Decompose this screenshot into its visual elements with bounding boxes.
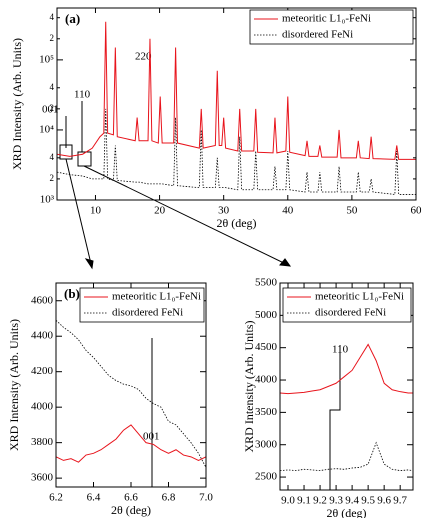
y-tick-label: 10³ [40, 194, 55, 206]
y-tick-label: 10⁴ [39, 123, 54, 135]
y-tick-label: 4400 [31, 330, 54, 342]
annotation: 110 [74, 89, 91, 101]
y-tick-label: 4 [50, 152, 55, 162]
y-tick-label: 4600 [31, 294, 54, 306]
x-tick-label: 9.7 [393, 495, 407, 507]
series-line [56, 319, 206, 468]
legend-label: meteoritic L1₀-FeNi [282, 13, 371, 25]
legend-label: meteoritic L1₀-FeNi [315, 291, 404, 303]
annotation: 001 [143, 431, 160, 443]
x-axis-label: 2θ (deg) [216, 216, 256, 230]
x-tick-label: 6.8 [162, 492, 176, 504]
y-tick-label: 2 [50, 103, 55, 113]
x-tick-label: 30 [218, 205, 230, 217]
legend-label: disordered FeNi [282, 29, 353, 41]
y-tick-label: 4 [50, 12, 55, 22]
x-tick-label: 9.6 [377, 495, 391, 507]
series-line [56, 424, 206, 463]
x-tick-label: 10 [90, 205, 102, 217]
x-tick-label: 40 [282, 205, 294, 217]
x-tick-label: 6.6 [124, 492, 138, 504]
y-tick-label: 4 [50, 82, 55, 92]
x-axis-label: 2θ (deg) [326, 506, 366, 518]
x-tick-label: 20 [154, 205, 166, 217]
panel-label: (a) [65, 11, 80, 26]
series-line [57, 21, 416, 160]
plot-frame [56, 7, 417, 201]
y-tick-label: 4200 [31, 365, 54, 377]
x-tick-label: 60 [411, 205, 423, 217]
annotation: 220 [135, 51, 152, 63]
y-axis-label: XRD Intensity (Arb. Units) [7, 319, 21, 451]
y-tick-label: 4000 [255, 374, 278, 386]
x-tick-label: 9.2 [313, 495, 327, 507]
y-tick-label: 10⁵ [39, 53, 54, 65]
y-tick-label: 5500 [255, 277, 278, 289]
annotation: 001 [42, 104, 59, 116]
legend-label: disordered FeNi [315, 307, 386, 319]
y-tick-label: 4000 [31, 401, 54, 413]
y-axis-label: XRD Intensity (Arb. Units) [242, 321, 256, 453]
y-tick-label: 4500 [255, 341, 278, 353]
y-tick-label: 3500 [255, 406, 278, 418]
zoom-boxes [59, 144, 292, 270]
y-axis-label: XRD Intensity (Arb. Units) [10, 38, 24, 170]
x-tick-label: 9.0 [281, 495, 295, 507]
legend-box [249, 9, 414, 45]
y-tick-label: 3000 [255, 438, 278, 450]
panel-label: (b) [64, 286, 80, 301]
x-tick-label: 50 [346, 205, 358, 217]
x-tick-label: 9.3 [329, 495, 343, 507]
annotations: 001 110 220 001 110 [42, 51, 349, 490]
legend-label: meteoritic L1₀-FeNi [112, 291, 201, 303]
x-tick-label: 9.5 [361, 495, 375, 507]
legend-box [79, 287, 205, 323]
y-tick-label: 3600 [31, 472, 54, 484]
x-tick-label: 9.4 [345, 495, 359, 507]
legend-box [282, 287, 412, 323]
y-tick-label: 5000 [255, 309, 278, 321]
series-line [280, 343, 413, 395]
series-line [280, 441, 413, 471]
y-tick-label: 3800 [31, 436, 54, 448]
annotation-line [329, 345, 341, 490]
x-tick-label: 7.0 [199, 492, 213, 504]
y-tick-label: 2500 [255, 471, 278, 483]
x-axis-label: 2θ (deg) [111, 503, 151, 517]
series-line [57, 108, 416, 195]
y-tick-label: 2 [50, 33, 55, 43]
plot-frame [279, 282, 414, 491]
x-tick-label: 6.4 [87, 492, 101, 504]
legend-label: disordered FeNi [112, 307, 183, 319]
y-tick-label: 2 [50, 173, 55, 183]
x-tick-label: 6.2 [49, 492, 63, 504]
x-tick-label: 9.1 [297, 495, 311, 507]
